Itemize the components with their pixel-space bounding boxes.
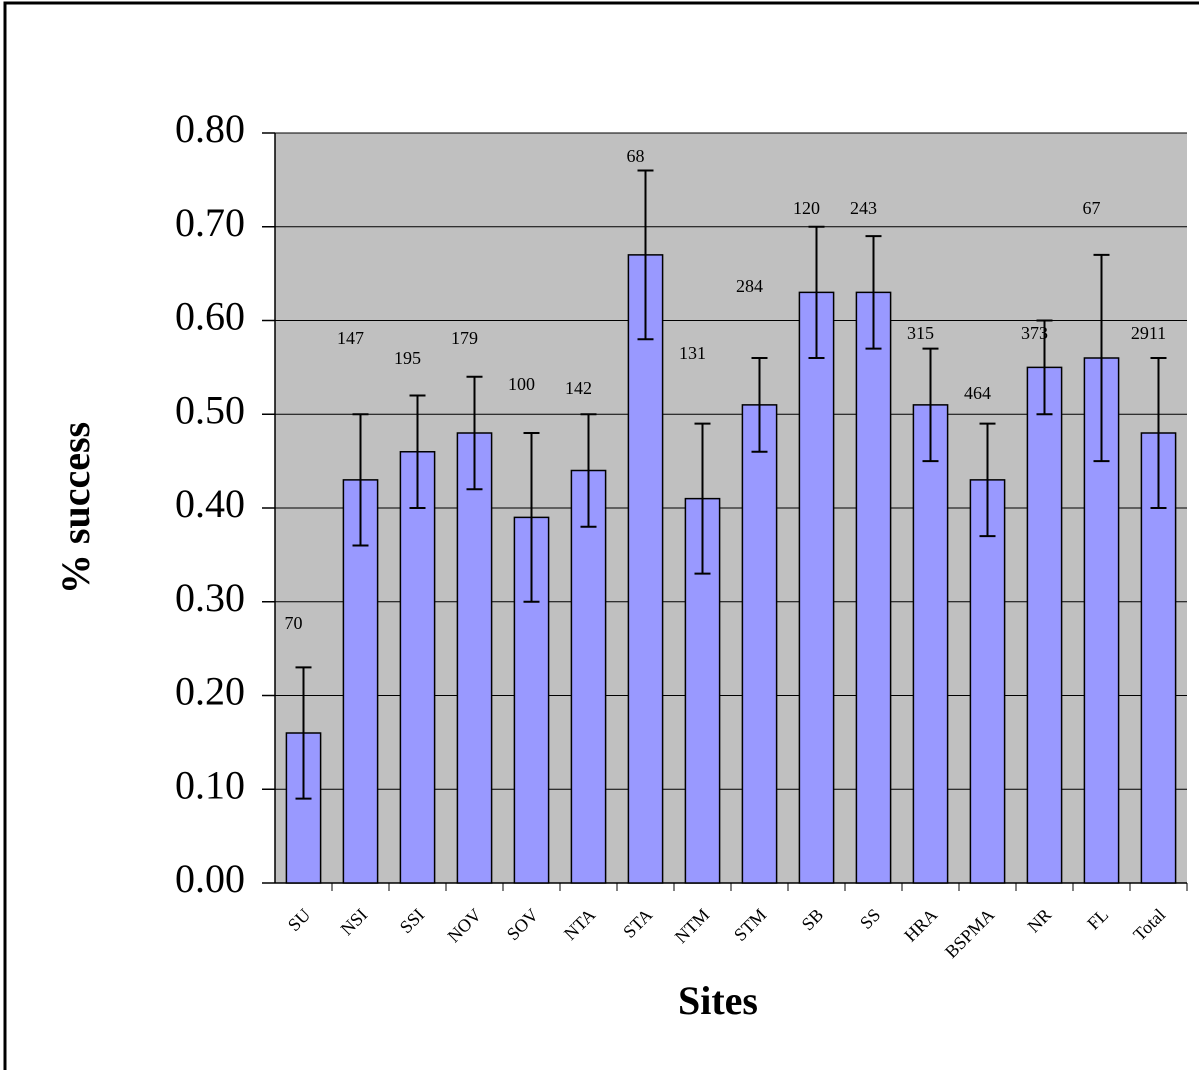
y-tick-label: 0.00 xyxy=(175,856,245,901)
sample-size-label: 131 xyxy=(679,343,706,363)
x-tick-label: NR xyxy=(1023,905,1055,937)
sample-size-label: 284 xyxy=(736,276,763,296)
bar xyxy=(855,291,892,884)
y-tick-label: 0.10 xyxy=(175,762,245,807)
x-tick-label: Total xyxy=(1129,905,1169,945)
sample-size-label: 195 xyxy=(394,348,421,368)
x-tick-label: NSI xyxy=(337,905,372,940)
y-tick-label: 0.20 xyxy=(175,669,245,714)
bar xyxy=(627,254,664,884)
bar xyxy=(798,291,835,884)
y-tick-label: 0.70 xyxy=(175,200,245,245)
sample-size-label: 68 xyxy=(627,146,645,166)
sample-size-label: 70 xyxy=(285,613,303,633)
x-tick-label: STA xyxy=(619,905,656,942)
bar xyxy=(570,469,607,884)
sample-size-label: 179 xyxy=(451,328,478,348)
y-tick-label: 0.30 xyxy=(175,575,245,620)
y-tick-label: 0.80 xyxy=(175,106,245,151)
x-tick-label: FL xyxy=(1083,905,1112,934)
x-tick-label: HRA xyxy=(900,905,941,946)
bar xyxy=(456,432,493,884)
sample-size-label: 464 xyxy=(964,383,991,403)
y-tick-label: 0.40 xyxy=(175,481,245,526)
bar xyxy=(741,404,778,884)
sample-size-label: 67 xyxy=(1083,198,1101,218)
x-tick-label: SOV xyxy=(503,905,543,945)
bar xyxy=(399,451,436,884)
y-tick-label: 0.60 xyxy=(175,294,245,339)
x-tick-label: STM xyxy=(730,905,770,945)
sample-size-label: 243 xyxy=(850,198,877,218)
x-tick-label: SSI xyxy=(396,905,429,938)
x-axis-label: Sites xyxy=(678,978,758,1023)
sample-size-label: 100 xyxy=(508,374,535,394)
y-tick-label: 0.50 xyxy=(175,387,245,432)
x-tick-label: SS xyxy=(856,905,884,933)
x-tick-label: SB xyxy=(798,905,828,935)
bar xyxy=(912,404,949,884)
x-tick-label: NTM xyxy=(671,905,713,947)
sample-size-label: 2911 xyxy=(1131,323,1166,343)
y-axis-label: % success xyxy=(53,422,98,594)
chart-border xyxy=(3,1,1199,1070)
sample-size-label: 142 xyxy=(565,378,592,398)
x-tick-label: NTA xyxy=(560,905,599,944)
sample-size-label: 147 xyxy=(337,328,364,348)
bar xyxy=(1026,366,1063,884)
x-tick-label: SU xyxy=(284,905,314,935)
bar xyxy=(969,479,1006,884)
sample-size-label: 120 xyxy=(793,198,820,218)
sample-size-label: 315 xyxy=(907,323,934,343)
bar xyxy=(342,479,379,884)
bar xyxy=(285,732,322,884)
x-tick-label: BSPMA xyxy=(941,905,998,962)
sample-size-label: 373 xyxy=(1021,323,1048,343)
x-tick-label: NOV xyxy=(444,905,486,947)
